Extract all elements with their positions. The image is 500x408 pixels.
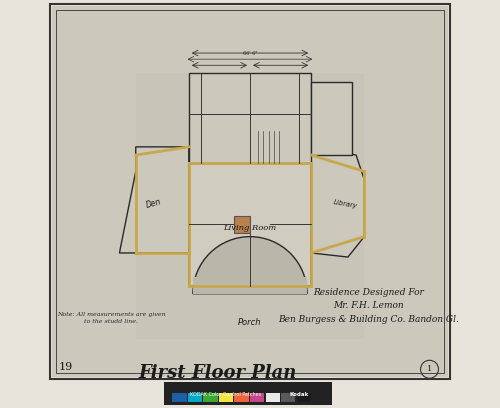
Bar — [234, 392, 249, 402]
Text: First Floor Plan: First Floor Plan — [138, 364, 296, 382]
Bar — [219, 392, 234, 402]
Text: Kodak: Kodak — [290, 392, 308, 397]
Bar — [266, 392, 280, 402]
Text: Porch: Porch — [238, 318, 262, 327]
Bar — [281, 392, 295, 402]
Bar — [250, 392, 264, 402]
Wedge shape — [193, 237, 307, 294]
Text: Den: Den — [146, 197, 163, 211]
Bar — [204, 392, 218, 402]
Text: 19: 19 — [58, 362, 72, 372]
Text: 1: 1 — [427, 365, 432, 373]
Bar — [193, 277, 307, 294]
Bar — [136, 73, 364, 339]
Bar — [189, 163, 311, 286]
Text: Library: Library — [334, 199, 358, 209]
Text: Note: All measurements are given
to the studd line.: Note: All measurements are given to the … — [57, 312, 166, 324]
Polygon shape — [311, 147, 364, 257]
Bar — [164, 382, 332, 405]
Text: 66' 6": 66' 6" — [243, 51, 257, 56]
Bar — [172, 392, 186, 402]
Bar — [311, 82, 352, 155]
Bar — [188, 392, 202, 402]
Text: Residence Designed For
Mr. F.H. Lemon
Ben Burgess & Building Co. Bandon Gl.: Residence Designed For Mr. F.H. Lemon Be… — [278, 288, 459, 324]
Bar — [56, 10, 444, 373]
Bar — [189, 73, 311, 163]
Bar — [296, 392, 311, 402]
Polygon shape — [120, 147, 189, 253]
Text: KODAK Color Control Patches: KODAK Color Control Patches — [190, 392, 261, 397]
Text: Living Room: Living Room — [224, 224, 276, 233]
Bar — [234, 216, 250, 233]
